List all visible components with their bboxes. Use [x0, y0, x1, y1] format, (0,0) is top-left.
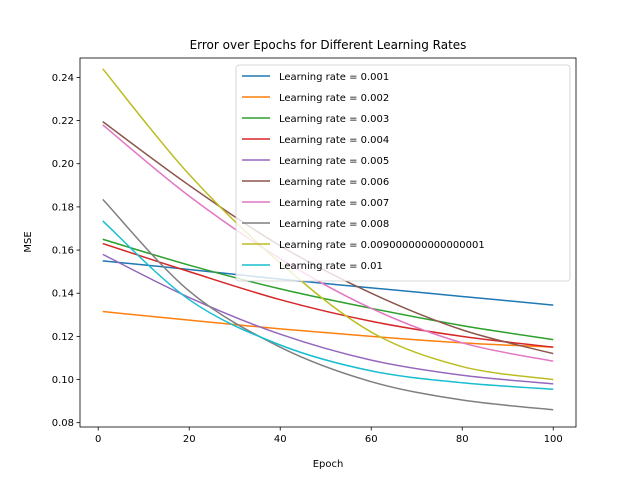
- x-tick-label: 0: [95, 434, 101, 445]
- y-tick-label: 0.24: [52, 73, 74, 84]
- legend-label: Learning rate = 0.009000000000000001: [279, 240, 485, 251]
- x-tick-label: 40: [274, 434, 287, 445]
- series-line-9: [102, 68, 554, 381]
- x-tick-label: 60: [365, 434, 378, 445]
- y-tick-label: 0.16: [52, 246, 74, 257]
- y-axis-label: MSE: [23, 231, 34, 252]
- y-axis: 0.08 0.10 0.12 0.14 0.16 0.18 0.20 0.22 0.24: [52, 73, 80, 429]
- x-axis-label: Epoch: [313, 459, 344, 470]
- legend-label: Learning rate = 0.008: [279, 219, 389, 230]
- x-tick-label: 80: [456, 434, 469, 445]
- x-axis: 0 20 40 60 80 100: [95, 427, 563, 445]
- x-tick-label: 100: [544, 434, 563, 445]
- chart-title: Error over Epochs for Different Learning…: [190, 38, 467, 52]
- series-line-10: [102, 220, 554, 390]
- legend-label: Learning rate = 0.003: [279, 114, 389, 125]
- y-tick-label: 0.20: [52, 159, 74, 170]
- series-line-8: [102, 198, 554, 411]
- y-tick-label: 0.10: [52, 375, 74, 386]
- legend-label: Learning rate = 0.007: [279, 198, 389, 209]
- y-tick-label: 0.14: [52, 289, 74, 300]
- series-line-3: [102, 238, 554, 341]
- legend-label: Learning rate = 0.002: [279, 93, 389, 104]
- series-line-4: [102, 242, 554, 348]
- y-tick-label: 0.12: [52, 332, 74, 343]
- legend-label: Learning rate = 0.004: [279, 135, 389, 146]
- y-tick-label: 0.18: [52, 202, 74, 213]
- legend-label: Learning rate = 0.006: [279, 177, 389, 188]
- y-tick-label: 0.22: [52, 116, 74, 127]
- legend-label: Learning rate = 0.005: [279, 156, 389, 167]
- y-tick-label: 0.08: [52, 418, 74, 429]
- legend-label: Learning rate = 0.01: [279, 261, 383, 272]
- plot-frame: [79, 57, 577, 428]
- legend: Learning rate = 0.001 Learning rate = 0.0…: [235, 64, 571, 282]
- series-line-2: [102, 310, 554, 348]
- legend-label: Learning rate = 0.001: [279, 72, 389, 83]
- x-tick-label: 20: [183, 434, 196, 445]
- legend-box: [235, 64, 571, 282]
